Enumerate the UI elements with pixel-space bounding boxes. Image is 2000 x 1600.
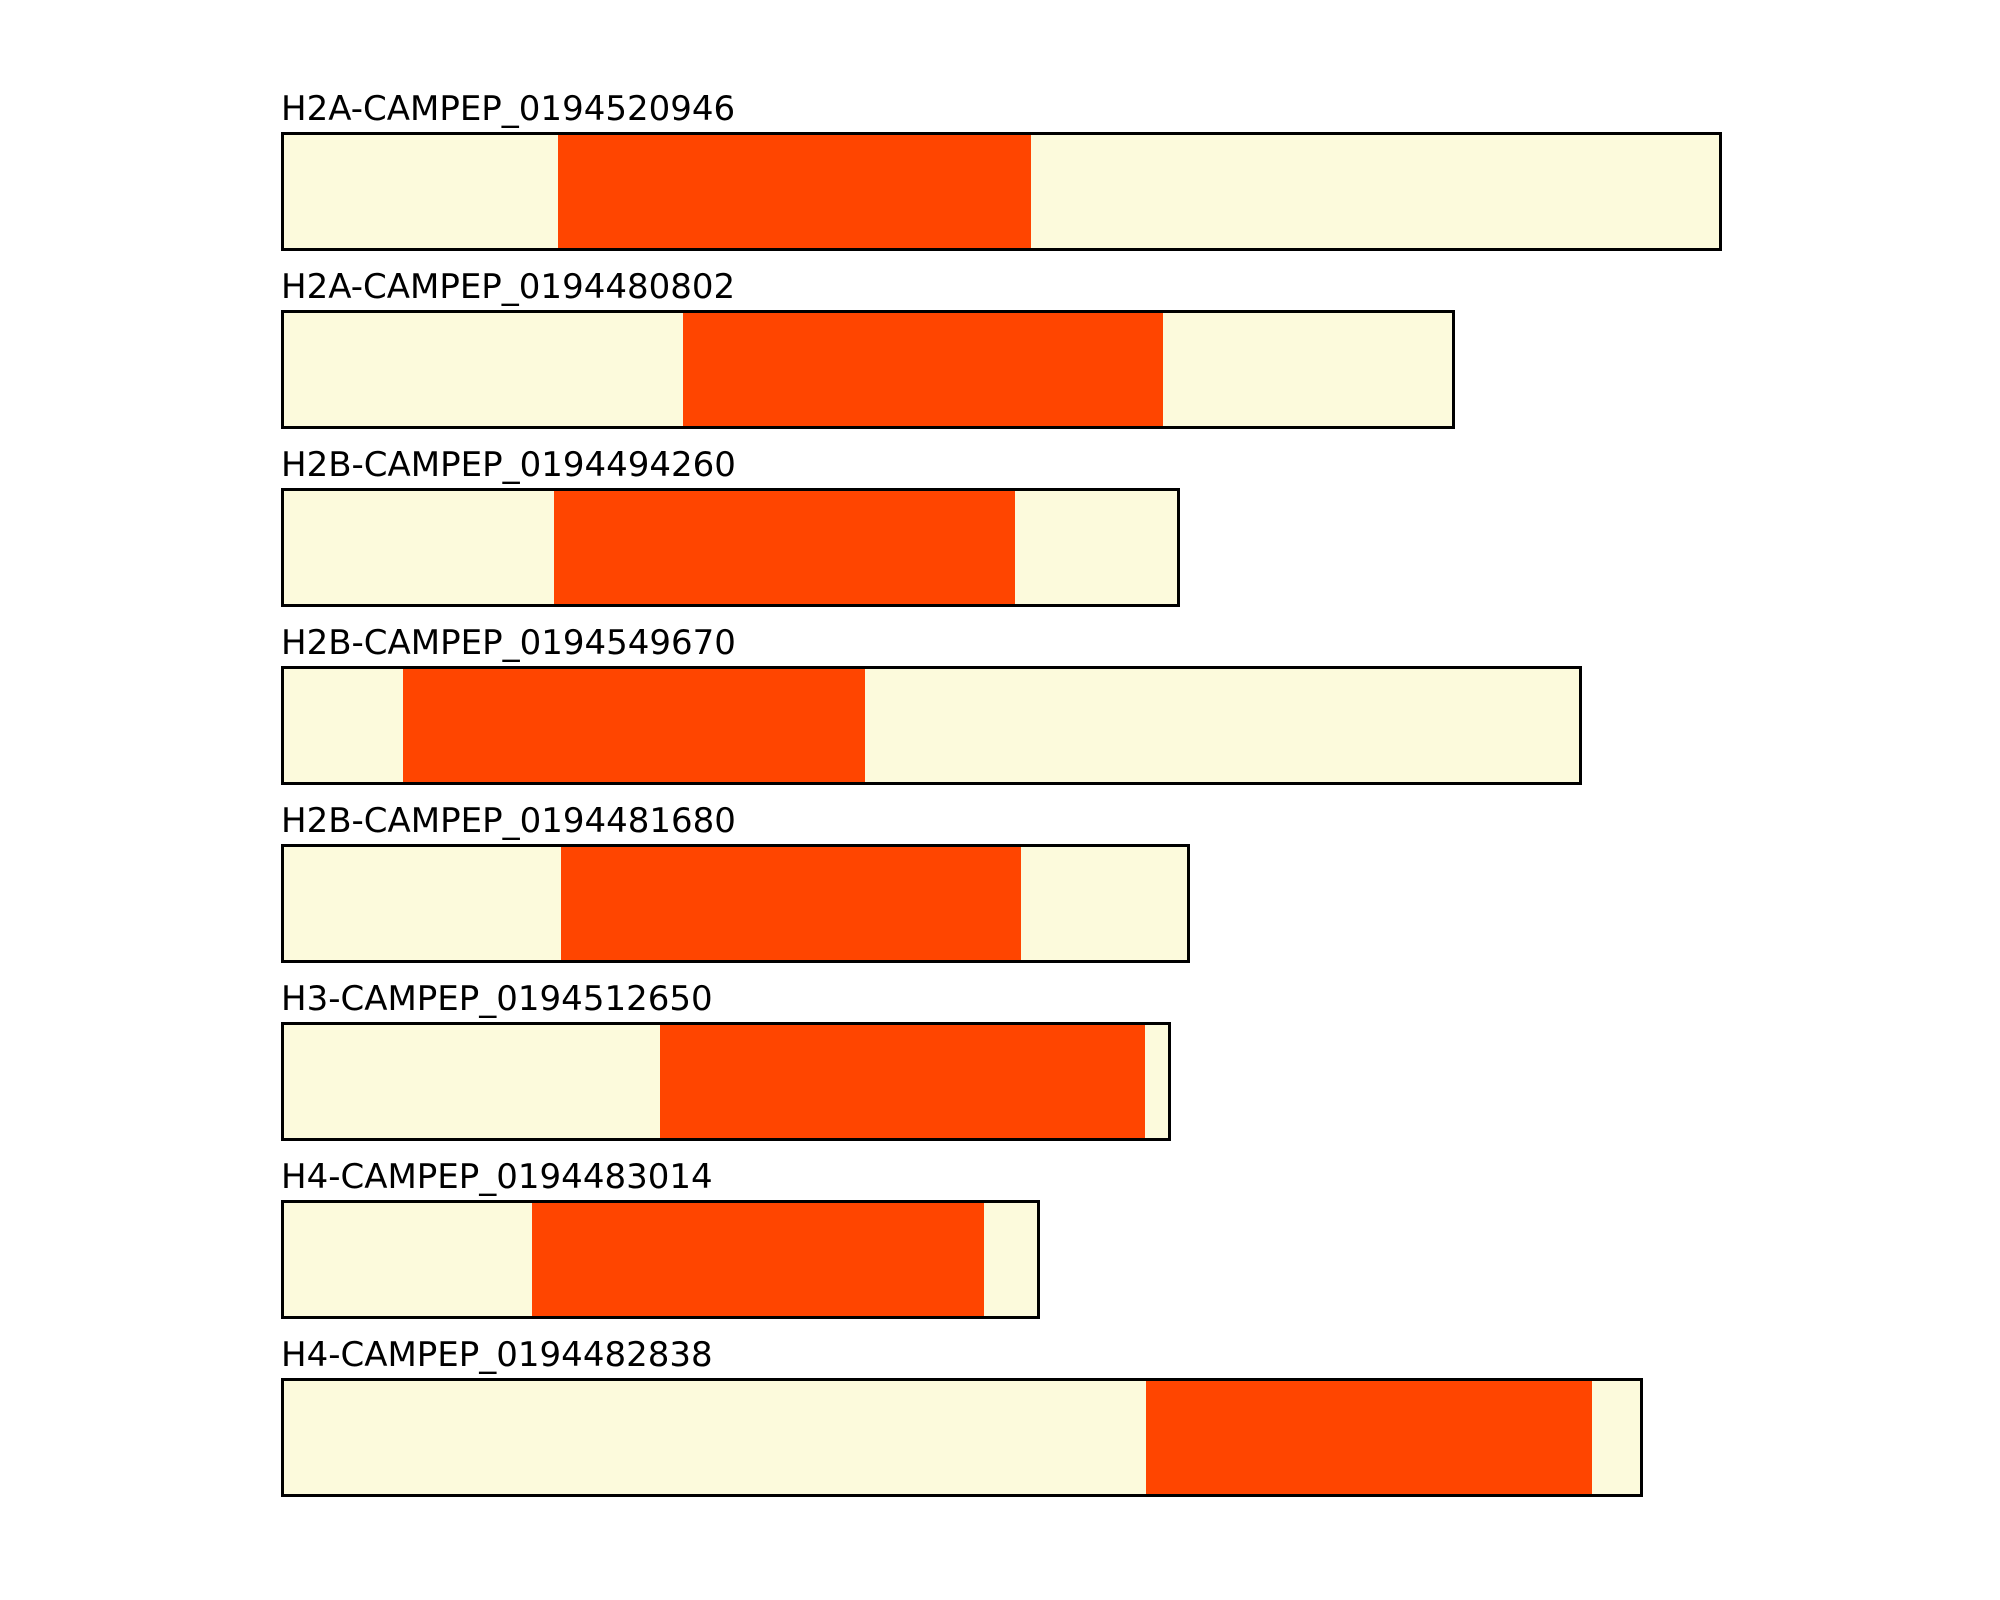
domain-segment (403, 669, 865, 782)
sequence-bar (281, 1022, 1171, 1141)
domain-segment (558, 135, 1031, 248)
domain-segment (660, 1025, 1145, 1138)
sequence-bar (281, 488, 1180, 607)
sequence-bar (281, 310, 1455, 429)
sequence-label: H4-CAMPEP_0194482838 (281, 1335, 713, 1375)
sequence-label: H2B-CAMPEP_0194481680 (281, 801, 736, 841)
sequence-label: H2B-CAMPEP_0194549670 (281, 623, 736, 663)
sequence-label: H4-CAMPEP_0194483014 (281, 1157, 713, 1197)
domain-segment (561, 847, 1021, 960)
sequence-bar (281, 1378, 1643, 1497)
sequence-bar (281, 666, 1582, 785)
domain-segment (554, 491, 1015, 604)
sequence-bar (281, 1200, 1040, 1319)
domain-segment (532, 1203, 984, 1316)
sequence-label: H3-CAMPEP_0194512650 (281, 979, 713, 1019)
sequence-bar (281, 132, 1722, 251)
sequence-label: H2B-CAMPEP_0194494260 (281, 445, 736, 485)
sequence-label: H2A-CAMPEP_0194480802 (281, 267, 736, 307)
sequence-label: H2A-CAMPEP_0194520946 (281, 89, 736, 129)
sequence-bar (281, 844, 1190, 963)
domain-segment (1146, 1381, 1592, 1494)
domain-segment (683, 313, 1163, 426)
